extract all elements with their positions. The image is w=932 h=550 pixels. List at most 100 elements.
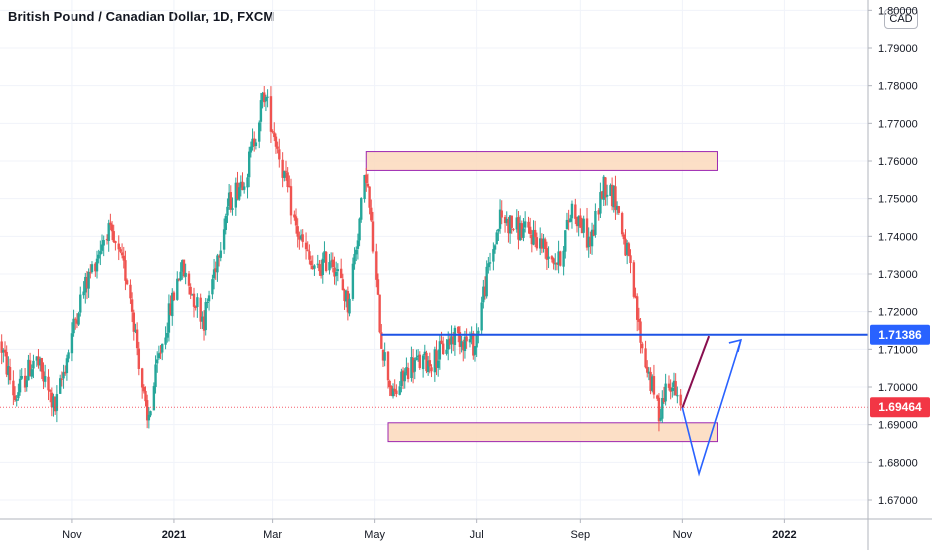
chart-title: British Pound / Canadian Dollar, 1D, FXC… <box>8 9 275 24</box>
candle-body <box>328 262 331 271</box>
line-price-tag: 1.71386 <box>878 328 922 342</box>
candle-body <box>239 181 243 188</box>
price-tick-label: 1.74000 <box>878 231 918 243</box>
candle-body <box>206 301 209 303</box>
candle-body <box>351 263 355 299</box>
candle-body <box>181 260 184 272</box>
candle-body <box>119 249 122 252</box>
candle-body <box>37 356 40 366</box>
price-tick-label: 1.72000 <box>878 307 918 319</box>
candle-body <box>236 182 239 199</box>
candle-body <box>154 364 157 387</box>
candle-body <box>293 214 296 218</box>
candle-body <box>234 182 238 208</box>
candle-body <box>13 395 17 401</box>
candle-body <box>122 255 125 261</box>
candle-body <box>523 221 527 228</box>
candle-body <box>60 378 64 380</box>
candle-body <box>336 269 340 272</box>
currency-badge[interactable]: CAD <box>884 9 918 29</box>
candle-body <box>281 159 284 178</box>
candle-body <box>114 241 117 244</box>
candle-body <box>278 149 281 160</box>
candle-body <box>130 299 134 312</box>
candle-body <box>157 353 161 359</box>
price-tick-label: 1.77000 <box>878 118 918 130</box>
candle-body <box>53 396 57 412</box>
candle-body <box>624 238 627 256</box>
candle-body <box>465 336 468 342</box>
candle-body <box>296 226 299 237</box>
candle-body <box>17 392 20 399</box>
candle-body <box>575 218 579 227</box>
candle-body <box>79 294 82 313</box>
candle-body <box>87 271 90 289</box>
candle-body <box>401 370 405 381</box>
candle-body <box>110 224 114 232</box>
candle-body <box>503 217 507 223</box>
candle-body <box>224 215 227 230</box>
candle-body <box>64 371 67 374</box>
candle-body <box>90 264 94 273</box>
candle-body <box>463 336 467 352</box>
candle-body <box>406 367 410 379</box>
candle-body <box>283 170 286 178</box>
candle-body <box>156 359 159 364</box>
price-tags: 1.71386 1.69464 <box>870 324 930 418</box>
candle-body <box>480 302 483 331</box>
candle-body <box>286 172 289 188</box>
candle-body <box>52 396 55 408</box>
candle-body <box>492 249 495 262</box>
candle-body <box>629 255 632 264</box>
candle-body <box>3 349 7 353</box>
candle-body <box>246 177 249 188</box>
candle-body <box>564 230 567 252</box>
candle-body <box>339 268 343 279</box>
candle-body <box>430 367 433 372</box>
candle-body <box>105 238 109 241</box>
candle-body <box>533 229 537 238</box>
candle-body <box>117 243 120 250</box>
candle-body <box>38 358 42 366</box>
candle-body <box>527 221 530 228</box>
candle-body <box>574 204 577 219</box>
candle-body <box>343 289 346 301</box>
candle-body <box>102 240 105 246</box>
candle-body <box>107 223 110 241</box>
candle-body <box>634 295 637 298</box>
candle-body <box>144 390 147 402</box>
candle-body <box>207 295 211 302</box>
candle-body <box>201 316 204 322</box>
candle-body <box>410 357 413 378</box>
candle-body <box>334 271 338 276</box>
candle-body <box>473 346 477 355</box>
candle-body <box>567 220 570 223</box>
candle-body <box>627 243 631 256</box>
candle-body <box>609 185 612 196</box>
candle-body <box>625 242 629 255</box>
candle-body <box>647 371 651 374</box>
candle-body <box>241 181 244 191</box>
candle-body <box>346 291 350 313</box>
projection-up-line <box>681 335 711 409</box>
candle-body <box>386 351 390 381</box>
line-price-tag-bg <box>870 324 930 345</box>
candle-body <box>214 268 217 272</box>
candle-body <box>47 376 50 391</box>
candle-body <box>651 376 654 391</box>
candle-body <box>375 251 378 280</box>
candle-body <box>137 348 141 369</box>
candle-body <box>672 380 676 388</box>
candle-body <box>391 388 395 397</box>
candle-body <box>259 100 263 122</box>
candle-body <box>304 242 308 250</box>
candle-body <box>545 248 549 260</box>
candle-body <box>100 244 104 251</box>
candle-body <box>196 297 199 308</box>
price-tick-label: 1.80000 <box>878 5 918 17</box>
candle-body <box>288 185 291 188</box>
candle-body <box>132 312 135 332</box>
candle-body <box>550 256 554 260</box>
candle-body <box>428 360 432 367</box>
